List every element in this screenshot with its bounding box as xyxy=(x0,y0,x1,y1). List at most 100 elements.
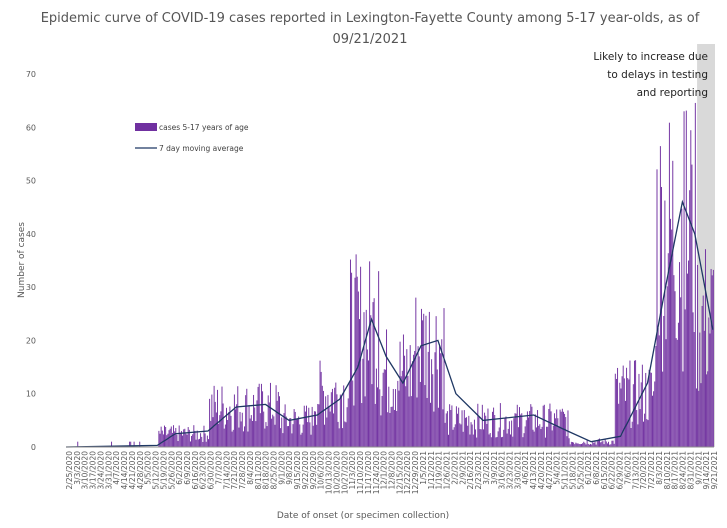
bar xyxy=(428,311,430,447)
bar xyxy=(684,309,686,447)
bar xyxy=(449,404,451,447)
bar xyxy=(602,440,604,447)
bar xyxy=(425,315,427,447)
bar xyxy=(445,413,447,447)
bar xyxy=(682,371,684,447)
x-tick-label: 11/10/2020 xyxy=(356,451,365,494)
bar xyxy=(308,407,310,447)
bar xyxy=(260,383,262,447)
bar xyxy=(666,286,668,447)
x-tick-label: 8/3/2021 xyxy=(655,451,664,485)
bar xyxy=(608,441,610,447)
bar xyxy=(194,430,196,447)
x-tick-label: 12/22/2020 xyxy=(403,451,412,494)
bar xyxy=(693,332,695,447)
bar xyxy=(550,411,552,447)
bar xyxy=(253,394,255,447)
bar xyxy=(597,439,599,447)
bar xyxy=(356,276,358,447)
x-tick-label: 8/4/2020 xyxy=(246,451,255,485)
bar xyxy=(656,169,658,447)
bar xyxy=(226,407,227,447)
y-tick-label: 0 xyxy=(31,443,36,452)
bar xyxy=(338,428,340,447)
bar xyxy=(220,411,222,447)
bar xyxy=(532,429,534,447)
x-tick-label: 2/16/2021 xyxy=(466,451,475,490)
bar xyxy=(219,415,221,447)
bar xyxy=(493,407,495,447)
bar xyxy=(471,424,473,447)
bar xyxy=(582,443,584,447)
bar xyxy=(695,388,697,447)
bar xyxy=(700,383,702,447)
bar xyxy=(185,433,187,447)
bar xyxy=(433,411,435,447)
x-tick-label: 10/6/2020 xyxy=(317,451,326,490)
bar xyxy=(193,425,195,447)
bar xyxy=(658,335,660,447)
bar xyxy=(264,428,266,447)
bar xyxy=(393,409,395,447)
bar xyxy=(691,164,693,448)
bar xyxy=(451,405,453,447)
bar xyxy=(619,382,621,447)
bar xyxy=(320,371,322,447)
bar xyxy=(677,322,679,447)
bar xyxy=(628,379,630,447)
bar xyxy=(432,374,434,447)
bar xyxy=(389,412,391,447)
bar xyxy=(257,386,259,447)
bar xyxy=(283,413,285,447)
y-tick-label: 60 xyxy=(26,123,36,132)
bar xyxy=(186,434,188,447)
bar xyxy=(653,391,655,447)
bar xyxy=(335,382,337,447)
bar xyxy=(174,431,176,447)
x-tick-label: 7/13/2021 xyxy=(631,451,640,490)
bar xyxy=(614,373,616,447)
bar xyxy=(205,441,207,447)
x-tick-label: 6/23/2020 xyxy=(199,451,208,490)
bar xyxy=(479,429,481,447)
x-tick-label: 12/15/2020 xyxy=(395,451,404,494)
bar xyxy=(424,385,426,447)
bar xyxy=(439,346,440,447)
bar xyxy=(478,416,480,447)
bar xyxy=(649,372,651,447)
x-tick-label: 1/5/2021 xyxy=(419,451,428,485)
bar xyxy=(177,441,179,447)
bar xyxy=(539,424,541,447)
x-tick-label: 5/19/2020 xyxy=(159,451,168,490)
bar xyxy=(250,415,252,447)
bar xyxy=(353,405,355,447)
bar xyxy=(304,411,306,447)
x-tick-label: 5/12/2020 xyxy=(152,451,161,490)
bar xyxy=(414,350,416,447)
bar xyxy=(609,444,611,447)
bar xyxy=(408,396,410,447)
bar xyxy=(467,425,469,447)
legend-bar-swatch xyxy=(135,123,157,131)
bar xyxy=(165,426,167,447)
bar xyxy=(606,443,608,447)
bar xyxy=(203,425,205,447)
bar xyxy=(167,433,169,447)
bar xyxy=(558,427,560,447)
bar xyxy=(345,422,347,447)
bar xyxy=(599,438,601,447)
x-tick-label: 2/9/2021 xyxy=(458,451,467,485)
bar xyxy=(566,436,568,447)
bar xyxy=(405,386,407,447)
bar xyxy=(462,431,464,447)
bar xyxy=(362,358,364,447)
bar xyxy=(460,424,462,447)
bar xyxy=(420,308,422,447)
bar xyxy=(620,388,622,447)
bar xyxy=(576,443,578,447)
bar xyxy=(444,422,446,447)
bar xyxy=(690,130,692,447)
bar xyxy=(486,423,488,447)
bar xyxy=(262,391,264,447)
